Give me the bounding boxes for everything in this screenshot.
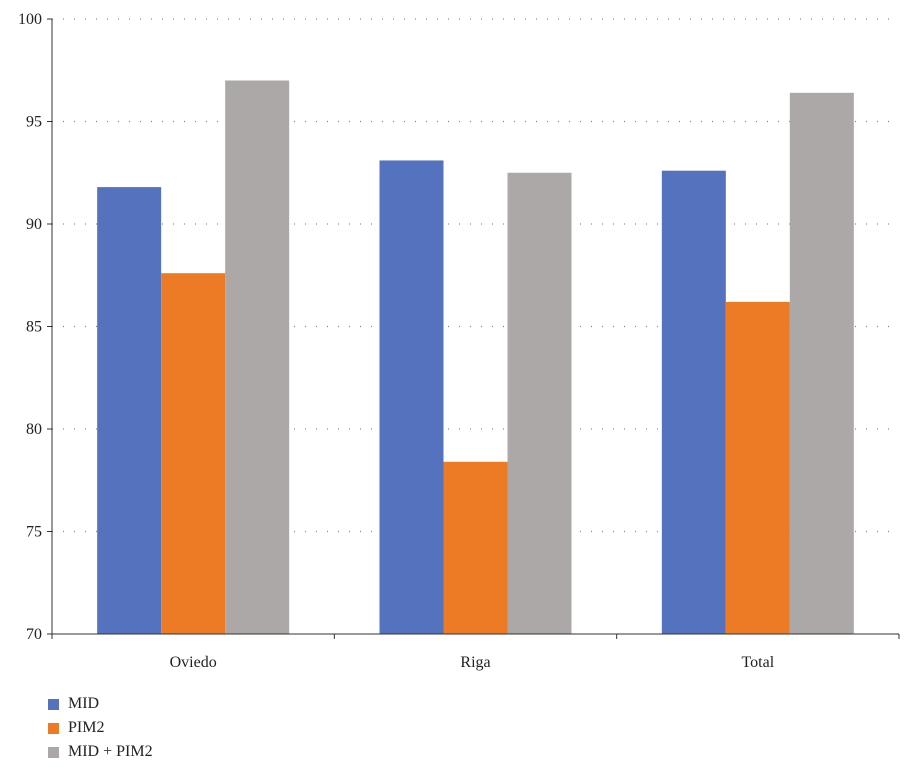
y-tick-label-95: 95 [26,114,42,131]
legend-item-mid: MID [48,692,153,716]
legend: MID PIM2 MID + PIM2 [48,692,153,764]
legend-label-mid: MID [68,695,100,712]
y-tick-label-85: 85 [26,319,42,336]
bar-mid-riga [379,160,444,634]
bar-pim2-riga [443,461,508,634]
y-tick-label-90: 90 [26,216,42,233]
bar-mid-pim2-oviedo [225,80,290,634]
bar-mid-pim2-riga [507,172,572,634]
bar-pim2-oviedo [161,273,226,634]
bars-layer [97,80,854,635]
legend-item-pim2: PIM2 [48,716,153,740]
y-tick-label-75: 75 [26,524,42,541]
bar-mid-oviedo [97,187,162,634]
legend-swatch-mid-pim2 [48,746,59,758]
legend-item-mid-pim2: MID + PIM2 [48,740,153,764]
legend-swatch-mid [48,698,59,710]
legend-label-mid-pim2: MID + PIM2 [68,743,153,760]
legend-label-pim2: PIM2 [68,719,105,736]
bar-pim2-total [725,301,790,634]
bar-mid-pim2-total [789,92,854,635]
x-tick-label-oviedo: Oviedo [170,654,217,671]
bar-mid-total [661,170,726,634]
y-tick-label-70: 70 [26,626,42,643]
x-tick-label-riga: Riga [460,654,490,671]
bar-chart: 70 75 80 85 90 95 100 Oviedo Riga Total [18,11,900,671]
x-tick-label-total: Total [742,654,775,671]
y-tick-label-80: 80 [26,421,42,438]
axis-layer: 70 75 80 85 90 95 100 Oviedo Riga Total [18,11,900,671]
legend-swatch-pim2 [48,722,59,734]
y-tick-label-100: 100 [18,11,42,28]
